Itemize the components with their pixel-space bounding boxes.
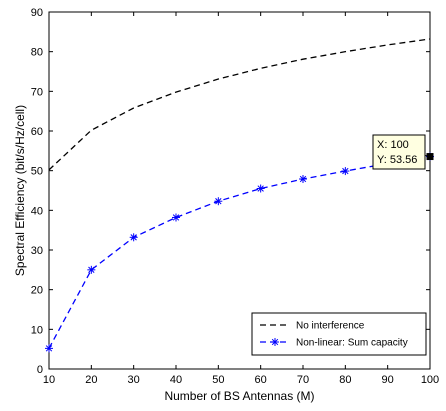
datatip-x-text: X: 100	[377, 139, 409, 151]
x-tick-label: 50	[212, 374, 224, 386]
legend-label-0: No interference	[296, 321, 365, 332]
y-tick-label: 50	[31, 166, 43, 178]
y-tick-label: 80	[31, 47, 43, 59]
legend-label-1: Non-linear: Sum capacity	[296, 338, 408, 349]
datatip-y-text: Y: 53.56	[377, 154, 417, 166]
series-layer	[45, 38, 434, 353]
data-point-marker	[341, 167, 350, 176]
data-point-marker	[45, 344, 53, 353]
datatip-marker[interactable]	[426, 153, 434, 161]
y-tick-label: 70	[31, 86, 43, 98]
y-tick-label: 30	[31, 245, 43, 257]
data-point-marker	[172, 213, 180, 222]
y-tick-label: 40	[31, 205, 43, 217]
series-line-0	[48, 38, 431, 171]
datatip-box	[372, 134, 426, 170]
y-tick-label: 0	[37, 364, 43, 376]
x-axis-label: Number of BS Antennas (M)	[164, 389, 314, 403]
x-tick-label: 70	[297, 374, 309, 386]
data-point-marker	[256, 184, 265, 193]
x-tick-label: 20	[85, 374, 97, 386]
x-tick-label: 10	[43, 374, 55, 386]
datatip[interactable]: X: 100 Y: 53.56	[372, 134, 434, 170]
y-tick-label: 90	[31, 7, 43, 19]
x-tick-label: 80	[339, 374, 351, 386]
x-tick-label: 40	[170, 374, 182, 386]
plot-area	[48, 11, 431, 370]
y-axis-label: Spectral Efficiency (bit/s/Hz/cell)	[13, 105, 27, 276]
y-tick-label: 20	[31, 285, 43, 297]
legend-box	[251, 312, 427, 356]
legend-marker	[271, 338, 279, 346]
x-tick-label: 60	[255, 374, 267, 386]
y-tick-label: 60	[31, 126, 43, 138]
legend[interactable]: No interference Non-linear: Sum capacity	[251, 312, 427, 356]
x-tick-label: 30	[128, 374, 140, 386]
data-point-marker	[214, 197, 223, 206]
x-tick-label: 90	[382, 374, 394, 386]
data-point-marker	[299, 174, 307, 183]
data-point-marker	[129, 233, 138, 242]
y-tick-label: 10	[31, 324, 43, 336]
data-point-marker	[87, 265, 96, 274]
series-line-1	[48, 155, 431, 349]
x-tick-label: 100	[421, 374, 439, 386]
